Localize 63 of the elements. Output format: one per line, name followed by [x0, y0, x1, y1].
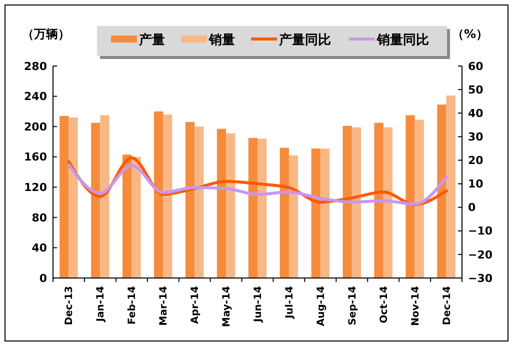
bar	[154, 111, 164, 278]
bar	[446, 96, 456, 278]
bar	[100, 115, 110, 278]
x-tick-label: Nov-14	[410, 286, 422, 326]
legend-label: 销量	[208, 33, 235, 48]
y2-tick-label: 0	[468, 201, 476, 214]
y2-tick-label: 20	[468, 154, 484, 168]
y-tick-label: 120	[24, 180, 48, 194]
y2-tick-label: −30	[468, 272, 493, 285]
bar	[163, 114, 172, 278]
bar	[280, 148, 289, 278]
bar	[383, 127, 392, 278]
legend-label: 产量	[138, 32, 165, 48]
bar	[185, 122, 195, 278]
y-tick-label: 160	[24, 150, 48, 164]
x-tick-label: Aug-14	[316, 286, 327, 326]
y2-tick-label: −20	[468, 248, 493, 262]
bar	[352, 127, 362, 278]
y-tick-label: 200	[24, 120, 48, 134]
x-tick-label: Dec-14	[442, 286, 453, 326]
legend-label: 产量同比	[278, 32, 331, 48]
x-tick-label: Jul-14	[284, 286, 296, 320]
bar	[248, 138, 258, 278]
bar	[216, 128, 226, 278]
bar	[414, 120, 424, 278]
bar	[68, 117, 78, 278]
y-tick-label: 40	[32, 242, 48, 255]
x-tick-label: Jun-14	[253, 286, 264, 324]
bar	[374, 122, 384, 278]
bar	[406, 115, 415, 278]
x-tick-label: Sep-14	[347, 286, 358, 326]
bar	[311, 148, 320, 278]
x-tick-label: May-14	[222, 286, 233, 327]
bar	[226, 133, 236, 278]
y2-tick-label: 50	[468, 83, 484, 96]
x-tick-label: Oct-14	[378, 286, 390, 324]
bar	[258, 138, 267, 278]
bar	[288, 155, 298, 278]
bar	[437, 104, 446, 278]
legend-label: 销量同比	[376, 33, 429, 48]
y2-tick-label: 30	[468, 130, 484, 144]
x-tick-label: Apr-14	[190, 286, 202, 324]
bar	[91, 122, 100, 278]
bar	[320, 148, 330, 278]
y2-axis-title: （%）	[452, 27, 488, 41]
y2-tick-label: 10	[468, 178, 484, 191]
x-tick-label: Mar-14	[158, 286, 170, 326]
y2-tick-label: 40	[468, 106, 484, 120]
bar	[342, 126, 352, 278]
x-tick-label: Dec-13	[64, 286, 76, 326]
bar	[132, 156, 141, 278]
bar	[194, 126, 204, 278]
y2-tick-label: −10	[468, 224, 493, 238]
x-tick-label: Jan-14	[96, 286, 107, 323]
bar	[60, 116, 69, 278]
x-tick-label: Feb-14	[127, 286, 138, 324]
y-tick-label: 240	[24, 90, 48, 104]
bar	[122, 154, 132, 278]
y-tick-label: 0	[39, 272, 48, 285]
y-tick-label: 80	[32, 211, 48, 224]
y-tick-label: 280	[24, 60, 48, 73]
y2-tick-label: 60	[468, 60, 484, 73]
y-axis-title: （万辆）	[22, 27, 70, 41]
